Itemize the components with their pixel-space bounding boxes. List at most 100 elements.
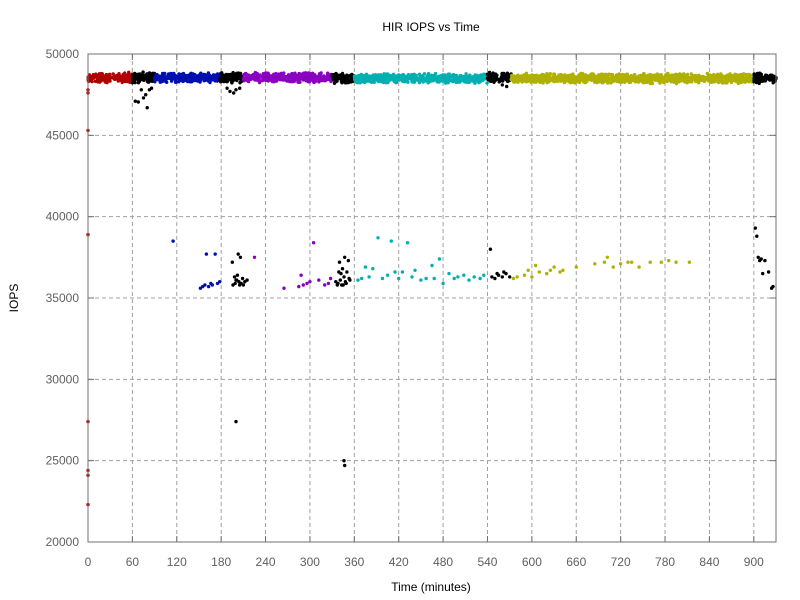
data-point: [252, 255, 257, 259]
grid: [87, 53, 776, 543]
band-point: [105, 77, 110, 82]
data-point: [552, 265, 556, 269]
band-point: [174, 80, 179, 84]
band-point: [135, 76, 139, 80]
band-point: [96, 75, 100, 79]
band-point: [225, 79, 230, 83]
band-point: [164, 79, 168, 84]
band-point: [288, 75, 292, 80]
band-point: [311, 78, 315, 82]
data-point: [328, 276, 333, 281]
band-point: [711, 79, 716, 83]
band-point: [133, 80, 137, 85]
band-point: [209, 78, 214, 82]
data-point: [495, 271, 499, 276]
data-point: [342, 275, 346, 279]
band-point: [564, 74, 568, 78]
band-point: [191, 78, 195, 83]
band-point: [513, 78, 517, 83]
band-point: [128, 80, 132, 85]
band-point: [214, 73, 218, 77]
band-point: [544, 78, 549, 83]
band-point: [437, 74, 442, 78]
band-point: [230, 77, 235, 82]
band-point: [412, 74, 416, 79]
band-point: [97, 72, 102, 76]
band-point: [168, 76, 172, 80]
band-point: [562, 80, 567, 85]
band-point: [621, 76, 625, 80]
data-point: [574, 265, 578, 269]
band-point: [244, 77, 249, 81]
band-point: [155, 74, 160, 79]
band-point: [617, 77, 621, 82]
band-point: [375, 73, 379, 77]
band-point: [189, 74, 193, 78]
band-point: [553, 79, 557, 83]
band-point: [473, 81, 477, 85]
band-point: [611, 79, 615, 84]
band-point: [103, 78, 107, 83]
band-point: [321, 78, 325, 83]
band-point: [382, 73, 386, 78]
chart-title: HIR IOPS vs Time: [382, 20, 480, 34]
band-point: [275, 76, 279, 80]
band-point: [272, 80, 276, 84]
band-point: [318, 79, 322, 83]
band-point: [456, 80, 460, 84]
band-point: [674, 73, 678, 78]
data-point: [234, 419, 238, 424]
band-point: [404, 78, 408, 82]
band-point: [372, 80, 376, 84]
data-point: [759, 257, 763, 261]
band-point: [523, 74, 528, 79]
band-point: [756, 80, 761, 84]
band-point: [741, 80, 745, 84]
data-point: [342, 459, 346, 463]
band-point: [464, 72, 468, 76]
band-point: [204, 74, 209, 78]
band-point: [699, 78, 703, 82]
band-point: [603, 77, 607, 81]
band-point: [228, 72, 233, 77]
band-point: [261, 72, 265, 76]
band-point: [467, 74, 471, 78]
band-point: [697, 73, 701, 78]
data-point: [232, 91, 236, 95]
x-tick-label: 540: [477, 555, 497, 569]
band-point: [503, 77, 508, 81]
band-point: [410, 77, 415, 81]
data-point: [618, 262, 623, 266]
data-point: [380, 276, 385, 281]
band-point: [225, 73, 230, 77]
band-point: [491, 71, 495, 75]
band-point: [292, 78, 296, 83]
band-point: [767, 76, 771, 81]
band-point: [629, 74, 633, 79]
band-point: [366, 76, 370, 81]
band-point: [681, 78, 685, 83]
band-point: [623, 80, 627, 84]
data-point: [526, 268, 530, 272]
x-tick-label: 60: [126, 555, 140, 569]
band-point: [746, 72, 751, 77]
band-point: [559, 73, 563, 77]
data-point: [430, 263, 434, 268]
band-point: [296, 80, 300, 84]
data-point: [299, 273, 303, 277]
data-point: [413, 268, 417, 272]
band-point: [729, 79, 734, 84]
data-point: [500, 275, 504, 279]
x-tick-label: 660: [566, 555, 586, 569]
band-point: [607, 72, 611, 77]
band-point: [196, 74, 200, 78]
data-point: [558, 270, 562, 274]
band-point: [771, 80, 776, 84]
band-point: [512, 75, 517, 80]
data-point: [504, 271, 508, 276]
x-tick-label: 240: [256, 555, 276, 569]
data-point: [505, 84, 509, 89]
data-point: [602, 260, 607, 264]
band-point: [587, 74, 592, 78]
